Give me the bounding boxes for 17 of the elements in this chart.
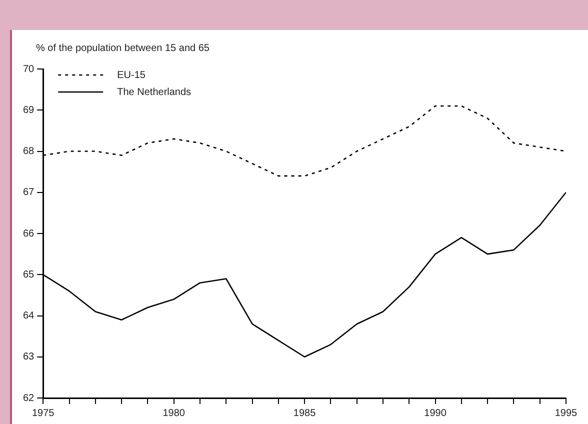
x-tick-label: 1980	[162, 408, 186, 419]
y-tick-label: 70	[23, 64, 35, 75]
y-tick-label: 66	[23, 228, 35, 240]
y-tick-label: 62	[23, 392, 35, 404]
legend-label: The Netherlands	[117, 86, 192, 98]
y-tick-label: 64	[23, 310, 35, 322]
y-tick-label: 67	[23, 187, 35, 198]
x-tick-label: 1990	[424, 408, 447, 419]
legend-label: EU-15	[117, 70, 146, 81]
y-tick-label: 63	[23, 352, 35, 363]
x-tick-label: 1975	[32, 408, 55, 419]
y-axis-title: % of the population between 15 and 65	[36, 43, 210, 54]
x-tick-label: 1985	[293, 408, 316, 419]
y-tick-label: 69	[23, 104, 35, 116]
x-tick-label: 1995	[554, 408, 578, 419]
y-tick-label: 65	[23, 269, 35, 280]
y-tick-label: 68	[23, 146, 35, 157]
